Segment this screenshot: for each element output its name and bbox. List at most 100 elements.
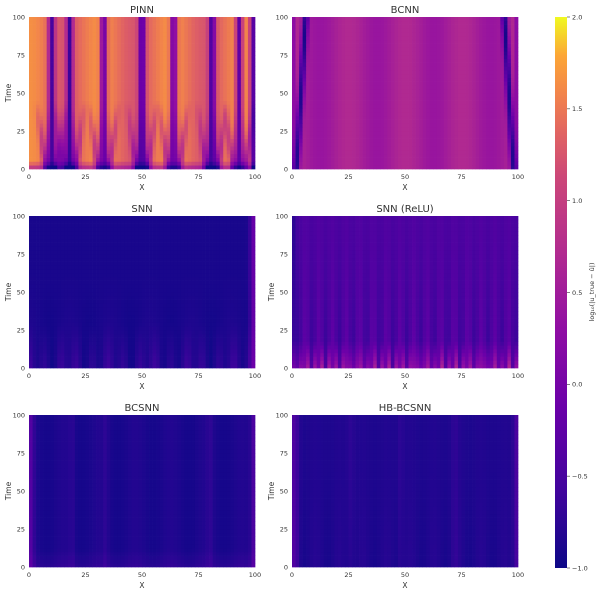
- heatmap-cell: [244, 157, 249, 162]
- heatmap-cell: [440, 39, 445, 44]
- heatmap-cell: [177, 165, 182, 170]
- heatmap-cell: [46, 62, 51, 67]
- heatmap-cell: [131, 96, 136, 101]
- heatmap-cell: [373, 153, 378, 158]
- heatmap-cell: [355, 39, 360, 44]
- heatmap-cell: [415, 165, 420, 170]
- heatmap-cell: [362, 36, 367, 41]
- heatmap-cell: [96, 28, 100, 33]
- heatmap-cell: [39, 112, 44, 117]
- heatmap-cell: [36, 119, 40, 124]
- heatmap-cell: [149, 58, 153, 63]
- heatmap-cell: [74, 157, 79, 162]
- heatmap-cell: [475, 36, 480, 41]
- heatmap-cell: [376, 142, 381, 147]
- heatmap-cell: [355, 131, 360, 136]
- heatmap-cell: [503, 62, 508, 67]
- heatmap-cell: [226, 96, 231, 101]
- heatmap-cell: [320, 74, 325, 79]
- heatmap-cell: [134, 70, 139, 75]
- heatmap-cell: [292, 146, 296, 151]
- heatmap-cell: [187, 104, 192, 109]
- heatmap-cell: [376, 93, 381, 98]
- heatmap-cell: [496, 153, 501, 158]
- heatmap-cell: [422, 138, 427, 143]
- heatmap-cell: [348, 36, 353, 41]
- heatmap-cell: [134, 123, 139, 128]
- heatmap-cell: [53, 157, 58, 162]
- heatmap-cell: [138, 119, 143, 124]
- heatmap-cell: [202, 32, 206, 37]
- heatmap-cell: [510, 142, 515, 147]
- heatmap-cell: [163, 74, 168, 79]
- heatmap-cell: [337, 81, 342, 86]
- heatmap-cell: [376, 150, 381, 155]
- heatmap-cell: [223, 20, 228, 25]
- heatmap-cell: [85, 131, 90, 136]
- heatmap-cell: [390, 131, 395, 136]
- heatmap-cell: [39, 32, 44, 37]
- heatmap-cell: [230, 39, 235, 44]
- heatmap-cell: [209, 32, 213, 37]
- heatmap-cell: [479, 47, 484, 52]
- heatmap-cell: [493, 85, 498, 90]
- heatmap-cell: [323, 157, 328, 162]
- heatmap-cell: [233, 81, 238, 86]
- heatmap-cell: [401, 138, 406, 143]
- heatmap-cell: [376, 58, 381, 63]
- heatmap-cell: [219, 131, 224, 136]
- heatmap-cell: [362, 93, 367, 98]
- heatmap-cell: [177, 127, 182, 132]
- heatmap-cell: [67, 24, 72, 29]
- heatmap-cell: [205, 93, 210, 98]
- heatmap-cell: [78, 55, 83, 60]
- heatmap-cell: [29, 85, 33, 90]
- heatmap-cell: [320, 43, 325, 48]
- heatmap-cell: [440, 51, 445, 56]
- heatmap-cell: [244, 66, 249, 71]
- heatmap-cell: [387, 89, 392, 94]
- heatmap-cell: [247, 153, 252, 158]
- heatmap-cell: [127, 165, 132, 170]
- heatmap-cell: [166, 165, 171, 170]
- heatmap-cell: [295, 47, 300, 52]
- heatmap-cell: [394, 100, 399, 105]
- heatmap-cell: [240, 77, 245, 82]
- heatmap-cell: [465, 161, 469, 166]
- heatmap-cell: [507, 138, 512, 143]
- heatmap-cell: [177, 77, 182, 82]
- heatmap-cell: [369, 24, 374, 29]
- heatmap-cell: [145, 165, 150, 170]
- heatmap-cell: [366, 100, 371, 105]
- heatmap-cell: [187, 81, 192, 86]
- heatmap-cell: [202, 28, 206, 33]
- heatmap-cell: [67, 74, 72, 79]
- heatmap-cell: [149, 36, 153, 41]
- heatmap-cell: [212, 165, 217, 170]
- heatmap-cell: [145, 138, 150, 143]
- heatmap-cell: [29, 96, 33, 101]
- heatmap-cell: [341, 138, 346, 143]
- heatmap-cell: [223, 17, 228, 22]
- heatmap-cell: [405, 127, 409, 132]
- heatmap-cell: [348, 127, 353, 132]
- heatmap-cell: [149, 138, 153, 143]
- heatmap-cell: [205, 20, 210, 25]
- heatmap-cell: [306, 127, 311, 132]
- heatmap-cell: [344, 100, 349, 105]
- heatmap-cell: [124, 70, 129, 75]
- heatmap-cell: [71, 112, 76, 117]
- heatmap-cell: [380, 39, 385, 44]
- heatmap-cell: [376, 123, 381, 128]
- heatmap-cell: [149, 39, 153, 44]
- heatmap-cell: [401, 115, 406, 120]
- heatmap-cell: [292, 51, 296, 56]
- heatmap-cell: [251, 104, 256, 109]
- heatmap-cell: [450, 153, 455, 158]
- heatmap-cell: [131, 112, 136, 117]
- heatmap-cell: [468, 85, 473, 90]
- heatmap-cell: [362, 142, 367, 147]
- heatmap-cell: [191, 55, 196, 60]
- heatmap-cell: [503, 150, 508, 155]
- heatmap-cell: [113, 20, 118, 25]
